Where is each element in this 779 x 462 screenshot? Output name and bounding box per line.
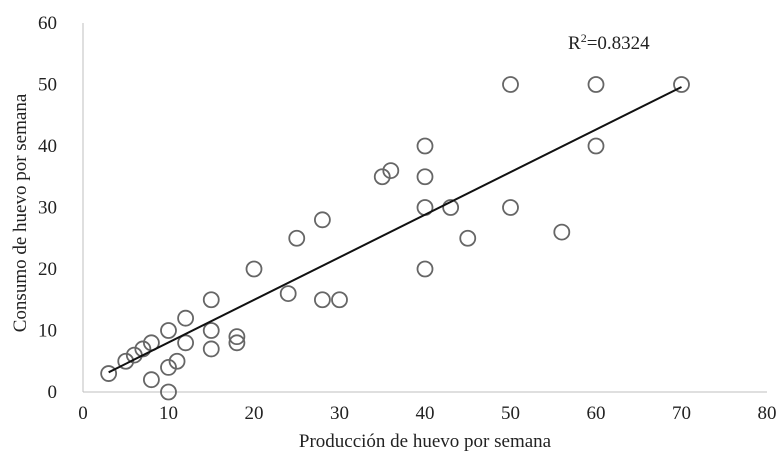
data-point xyxy=(202,291,220,309)
x-tick-label: 80 xyxy=(758,403,777,424)
x-tick-label: 10 xyxy=(159,403,178,424)
data-point xyxy=(416,260,434,278)
x-tick-label: 70 xyxy=(672,403,691,424)
data-point xyxy=(416,168,434,186)
y-axis: 0 10 20 30 40 50 60 xyxy=(38,13,84,403)
y-axis-title: Consumo de huevo por semana xyxy=(10,93,31,332)
x-tick-label: 60 xyxy=(587,403,606,424)
data-point xyxy=(673,76,690,93)
data-point xyxy=(313,291,331,309)
x-tick-label: 50 xyxy=(501,403,520,424)
data-point xyxy=(442,199,460,216)
data-point xyxy=(160,322,177,339)
data-point xyxy=(142,371,160,389)
data-point xyxy=(553,223,571,241)
x-tick-label: 30 xyxy=(330,403,349,424)
y-tick-label: 10 xyxy=(38,321,57,342)
data-point xyxy=(228,328,246,346)
data-point xyxy=(288,229,306,247)
y-tick-labels: 0 10 20 30 40 50 60 xyxy=(38,13,57,403)
data-point xyxy=(177,309,195,327)
data-point xyxy=(100,365,118,382)
x-tick-label: 0 xyxy=(78,403,88,424)
y-tick-label: 60 xyxy=(38,13,57,34)
data-point xyxy=(160,383,177,401)
x-tick-label: 20 xyxy=(245,403,264,424)
x-axis: 0 10 20 30 40 50 60 70 80 xyxy=(78,391,777,424)
x-axis-title: Producción de huevo por semana xyxy=(299,431,552,452)
data-point xyxy=(202,322,220,339)
data-point xyxy=(117,352,135,370)
data-point xyxy=(202,340,220,358)
trendline xyxy=(108,86,682,374)
data-point xyxy=(587,137,605,155)
data-point xyxy=(502,199,519,216)
data-point xyxy=(313,211,331,229)
data-point xyxy=(502,76,519,93)
data-point xyxy=(331,291,348,309)
x-tick-label: 40 xyxy=(416,403,435,424)
data-point xyxy=(279,285,297,303)
data-point xyxy=(168,352,186,370)
y-tick-label: 40 xyxy=(38,136,57,157)
x-tick-labels: 0 10 20 30 40 50 60 70 80 xyxy=(78,403,776,424)
y-tick-label: 50 xyxy=(38,75,57,96)
data-point xyxy=(245,260,263,278)
data-point xyxy=(177,334,195,352)
data-point xyxy=(160,358,177,376)
data-point xyxy=(416,137,434,155)
y-tick-label: 0 xyxy=(48,382,58,403)
data-point xyxy=(382,162,400,180)
y-tick-label: 30 xyxy=(38,198,57,219)
data-points xyxy=(100,76,690,401)
data-point xyxy=(134,340,152,358)
data-point xyxy=(373,168,391,186)
data-point xyxy=(587,76,605,93)
data-point xyxy=(459,229,477,247)
data-point xyxy=(228,334,246,352)
r-squared-annotation: R2=0.8324 xyxy=(568,31,650,54)
y-tick-label: 20 xyxy=(38,259,57,280)
